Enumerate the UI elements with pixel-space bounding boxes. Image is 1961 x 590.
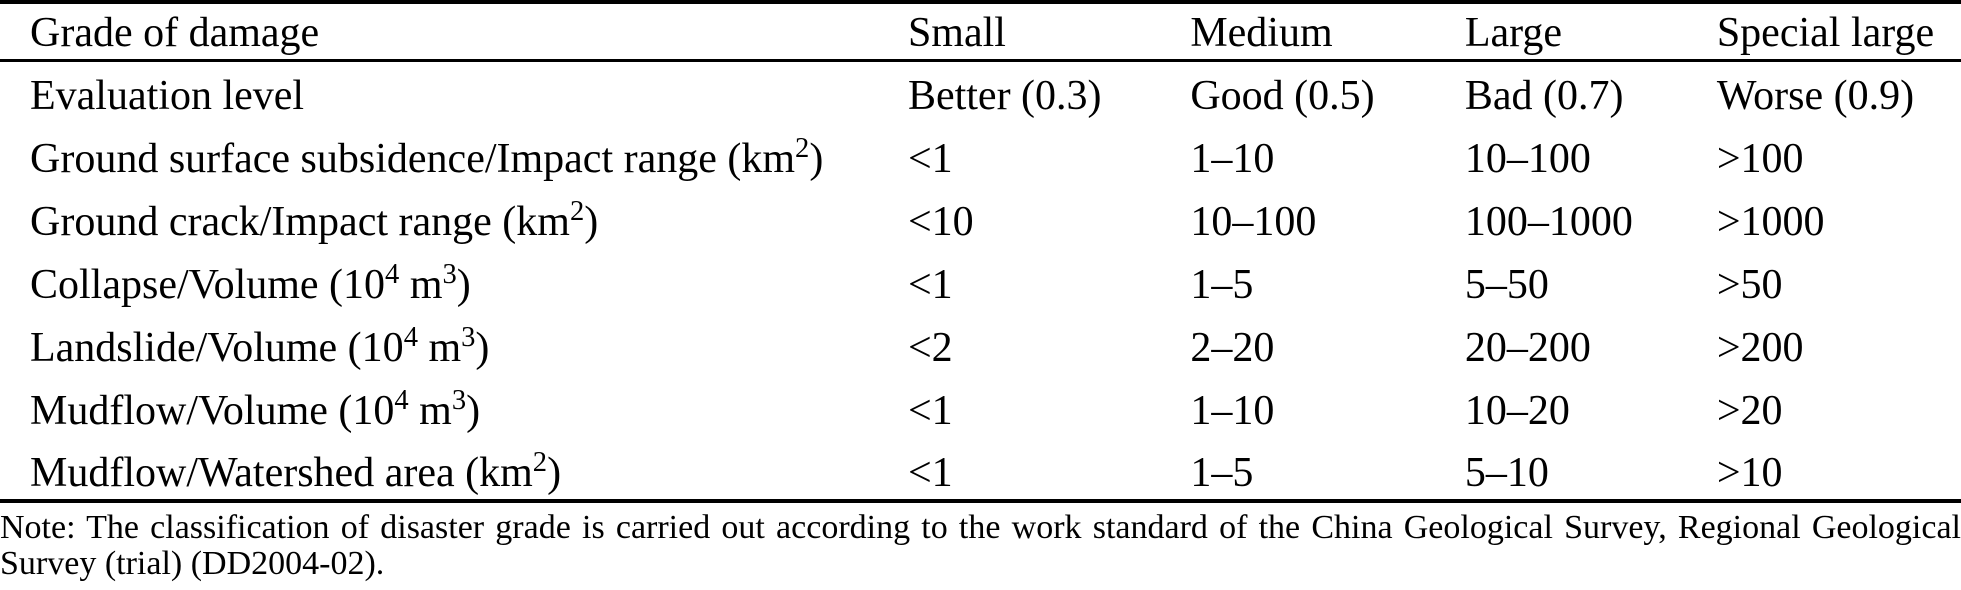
table-row-ground-crack: Ground crack/Impact range (km2) <10 10–1… [0,186,1961,249]
row-label: Collapse/Volume (104 m3) [30,258,471,308]
table-row-mudflow-volume: Mudflow/Volume (104 m3) <1 1–10 10–20 >2… [0,375,1961,438]
cell-value: <10 [907,198,974,245]
cell-value: <2 [907,324,953,371]
cell-value: 1–10 [1190,135,1275,182]
header-row: Grade of damage Small Medium Large Speci… [0,2,1961,62]
cell-value: 1–10 [1190,387,1275,434]
table-row-evaluation-level: Evaluation level Better (0.3) Good (0.5)… [0,60,1961,123]
column-header-small: Small [907,2,1191,62]
column-header-medium: Medium [1190,2,1465,62]
table-header: Grade of damage Small Medium Large Speci… [0,2,1961,62]
table-body: Evaluation level Better (0.3) Good (0.5)… [0,60,1961,501]
table-row-ground-surface-subsidence: Ground surface subsidence/Impact range (… [0,123,1961,186]
cell-value: <1 [907,261,953,308]
table-row-landslide: Landslide/Volume (104 m3) <2 2–20 20–200… [0,312,1961,375]
cell-value: Better (0.3) [907,73,1102,120]
cell-value: 5–50 [1464,261,1549,308]
cell-value: 10–100 [1464,135,1591,182]
cell-value: 5–10 [1464,449,1549,496]
row-label: Mudflow/Watershed area (km2) [30,446,562,496]
row-label: Ground crack/Impact range (km2) [30,195,599,245]
cell-value: >200 [1716,324,1804,371]
cell-value: Worse (0.9) [1716,73,1915,120]
row-label: Ground surface subsidence/Impact range (… [30,132,824,182]
cell-value: <1 [907,135,953,182]
cell-value: 1–5 [1190,449,1254,496]
cell-value: <1 [907,449,953,496]
cell-value: 10–20 [1464,387,1570,434]
row-label: Evaluation level [30,73,305,120]
cell-value: >20 [1716,387,1783,434]
column-header-large: Large [1464,2,1717,62]
column-header-special-large: Special large [1716,2,1961,62]
damage-grade-table: Grade of damage Small Medium Large Speci… [0,0,1961,503]
row-label: Landslide/Volume (104 m3) [30,321,490,371]
cell-value: Good (0.5) [1190,73,1375,120]
cell-value: >50 [1716,261,1783,308]
cell-value: >100 [1716,135,1804,182]
cell-value: >10 [1716,449,1783,496]
column-header-grade-of-damage: Grade of damage [0,2,908,62]
cell-value: <1 [907,387,953,434]
cell-value: 10–100 [1190,198,1317,245]
row-label: Mudflow/Volume (104 m3) [30,384,481,434]
table-row-collapse: Collapse/Volume (104 m3) <1 1–5 5–50 >50 [0,249,1961,312]
cell-value: Bad (0.7) [1464,73,1624,120]
cell-value: 100–1000 [1464,198,1633,245]
cell-value: 1–5 [1190,261,1254,308]
table-row-mudflow-watershed-area: Mudflow/Watershed area (km2) <1 1–5 5–10… [0,438,1961,501]
table-note: Note: The classification of disaster gra… [0,509,1961,583]
cell-value: >1000 [1716,198,1825,245]
cell-value: 2–20 [1190,324,1275,371]
cell-value: 20–200 [1464,324,1591,371]
